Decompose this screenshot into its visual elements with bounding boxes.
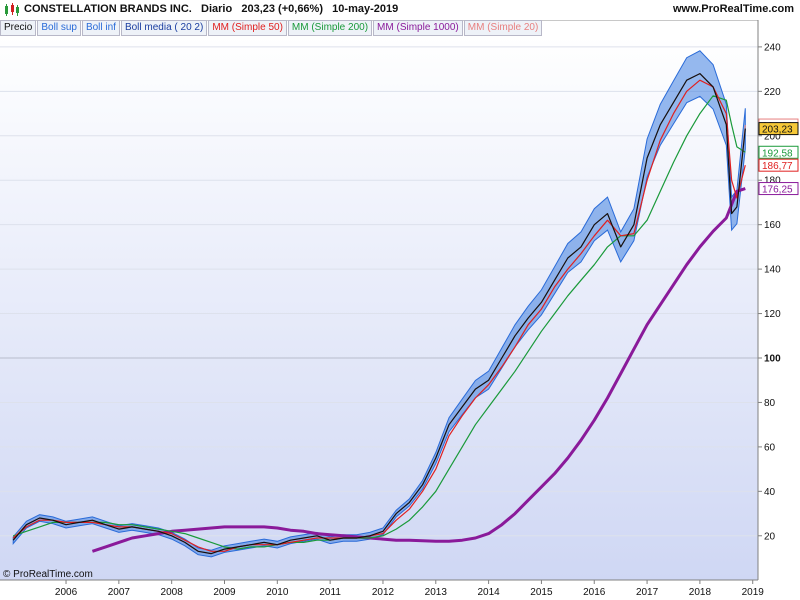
legend-item[interactable]: MM (Simple 200)	[287, 20, 373, 36]
chart-title: CONSTELLATION BRANDS INC. Diario 203,23 …	[24, 3, 399, 15]
copyright-text: © ProRealTime.com	[3, 569, 93, 580]
legend-item[interactable]: Boll inf	[81, 20, 120, 36]
price-label-box	[758, 182, 799, 196]
y-tick-label: 140	[764, 265, 781, 276]
legend-item[interactable]: Boll media ( 20 2)	[120, 20, 208, 36]
y-tick-label: 60	[764, 442, 776, 453]
legend-item[interactable]: Boll sup	[37, 20, 81, 36]
title-bar: CONSTELLATION BRANDS INC. Diario 203,23 …	[0, 0, 800, 21]
y-tick-label: 120	[764, 309, 781, 320]
x-axis-ticks: 2006 2007 2008 2009 2010 2011 2012 2013 2014 2015…	[55, 580, 764, 598]
price-label-box	[758, 158, 799, 172]
legend-item[interactable]: MM (Simple 20)	[463, 20, 543, 36]
x-tick-label: 2012	[372, 587, 395, 598]
price-label: 192,58	[762, 148, 793, 159]
price-label-box	[758, 145, 799, 159]
x-tick-label: 2008	[161, 587, 184, 598]
x-tick-label: 2017	[636, 587, 659, 598]
site-url: www.ProRealTime.com	[672, 3, 794, 15]
price-label-box	[758, 122, 799, 136]
series-line	[91, 187, 746, 553]
price-label: 186,77	[762, 161, 793, 172]
legend-item[interactable]: MM (Simple 1000)	[373, 20, 463, 36]
x-tick-label: 2007	[108, 587, 131, 598]
y-tick-label: 200	[764, 131, 781, 142]
y-axis-panel	[758, 20, 800, 580]
y-tick-label: 100	[764, 354, 781, 365]
x-tick-label: 2019	[742, 587, 765, 598]
x-tick-label: 2018	[689, 587, 712, 598]
y-axis-ticks: 20 40 60 80 100 120 140 160 180 200 220 240	[758, 42, 781, 542]
series-line	[12, 73, 746, 555]
y-tick-label: 160	[764, 220, 781, 231]
x-tick-label: 2014	[477, 587, 500, 598]
y-tick-label: 180	[764, 176, 781, 187]
x-tick-label: 2015	[530, 587, 553, 598]
series-lines	[12, 50, 746, 558]
x-tick-label: 2010	[266, 587, 289, 598]
y-tick-label: 220	[764, 87, 781, 98]
series-line	[13, 95, 746, 550]
y-tick-label: 20	[764, 531, 776, 542]
legend-item[interactable]: Precio	[0, 20, 37, 36]
y-tick-label: 80	[764, 398, 776, 409]
price-label: 176,25	[762, 185, 793, 196]
x-tick-label: 2006	[55, 587, 78, 598]
x-tick-label: 2011	[319, 587, 341, 598]
y-tick-label: 40	[764, 487, 776, 498]
legend-item[interactable]: MM (Simple 50)	[208, 20, 287, 36]
y-tick-label: 240	[764, 42, 781, 53]
x-tick-label: 2013	[425, 587, 448, 598]
x-tick-label: 2016	[583, 587, 606, 598]
price-label: 203,23	[762, 125, 793, 136]
plot-area	[0, 36, 758, 580]
grid-lines	[0, 46, 758, 537]
legend-bar: Precio Boll sup Boll inf Boll media ( 20 2)…	[0, 20, 543, 36]
x-axis-panel	[0, 580, 800, 600]
candlestick-icon	[5, 3, 19, 16]
x-tick-label: 2009	[213, 587, 236, 598]
